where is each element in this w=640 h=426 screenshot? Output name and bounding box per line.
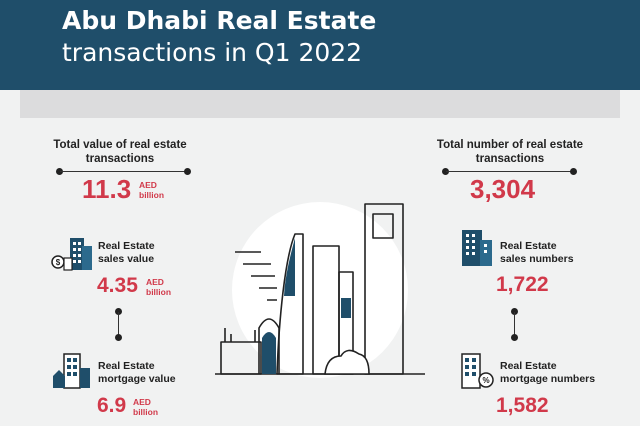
svg-text:%: % xyxy=(482,376,489,385)
line-dot-left xyxy=(442,168,449,175)
total-value-label: Total value of real estate transactions xyxy=(30,138,210,166)
mortgage-numbers-label-line1: Real Estate xyxy=(500,360,557,372)
connector-line xyxy=(118,312,119,336)
line-dot-right xyxy=(570,168,577,175)
sales-value-label-line1: Real Estate xyxy=(98,240,155,252)
total-value-label-line1: Total value of real estate xyxy=(53,139,187,151)
line-dot-right xyxy=(184,168,191,175)
mortgage-value-label-line2: mortgage value xyxy=(98,373,176,385)
sales-value-unit: AED billion xyxy=(146,277,171,297)
line-dot-left xyxy=(56,168,63,175)
building-percent-icon: % xyxy=(458,352,496,395)
mortgage-value-number: 6.9 xyxy=(97,394,127,417)
sales-numbers-value: 1,722 xyxy=(496,273,549,296)
page-title: Abu Dhabi Real Estate xyxy=(62,6,377,35)
connector-dot-top xyxy=(511,308,518,315)
building-icon xyxy=(458,228,496,273)
total-number-label-line2: transactions xyxy=(475,153,545,165)
unit-line2: billion xyxy=(139,190,165,200)
connector-dot-bottom xyxy=(115,334,122,341)
total-number-label: Total number of real estate transactions xyxy=(420,138,600,166)
total-number-value: 3,304 xyxy=(470,174,536,204)
mortgage-numbers-label-line2: mortgage numbers xyxy=(500,373,596,385)
mortgage-value-unit: AED billion xyxy=(133,397,158,417)
unit-line2: billion xyxy=(133,407,159,417)
connector-line xyxy=(514,312,515,336)
header-band xyxy=(20,90,620,118)
unit-line2: billion xyxy=(146,287,172,297)
skyline-illustration xyxy=(215,178,425,383)
total-value-unit: AED billion xyxy=(139,180,164,200)
sales-numbers-label-line1: Real Estate xyxy=(500,240,557,252)
divider-line xyxy=(60,171,188,172)
mortgage-numbers-value: 1,582 xyxy=(496,394,549,417)
sales-value-label: Real Estate sales value xyxy=(98,240,155,266)
buildings-house-icon xyxy=(52,352,92,395)
header-banner: Abu Dhabi Real Estate transactions in Q1… xyxy=(0,0,640,90)
mortgage-value-label-line1: Real Estate xyxy=(98,360,155,372)
unit-line1: AED xyxy=(133,397,151,407)
total-value-number: 11.3 xyxy=(82,174,132,204)
unit-line1: AED xyxy=(146,277,164,287)
total-value-label-line2: transactions xyxy=(85,153,155,165)
sales-value-number: 4.35 xyxy=(97,274,138,297)
mortgage-value-label: Real Estate mortgage value xyxy=(98,360,176,386)
page-subtitle: transactions in Q1 2022 xyxy=(62,38,363,67)
sales-value-label-line2: sales value xyxy=(98,253,155,265)
connector-dot-top xyxy=(115,308,122,315)
unit-line1: AED xyxy=(139,180,157,190)
total-number-label-line1: Total number of real estate xyxy=(436,139,584,151)
sales-numbers-label-line2: sales numbers xyxy=(500,253,574,265)
divider-line xyxy=(446,171,574,172)
mortgage-numbers-label: Real Estate mortgage numbers xyxy=(500,360,595,386)
connector-dot-bottom xyxy=(511,334,518,341)
svg-text:$: $ xyxy=(56,258,61,267)
sales-numbers-label: Real Estate sales numbers xyxy=(500,240,574,266)
buildings-coins-icon: $ xyxy=(50,236,94,277)
